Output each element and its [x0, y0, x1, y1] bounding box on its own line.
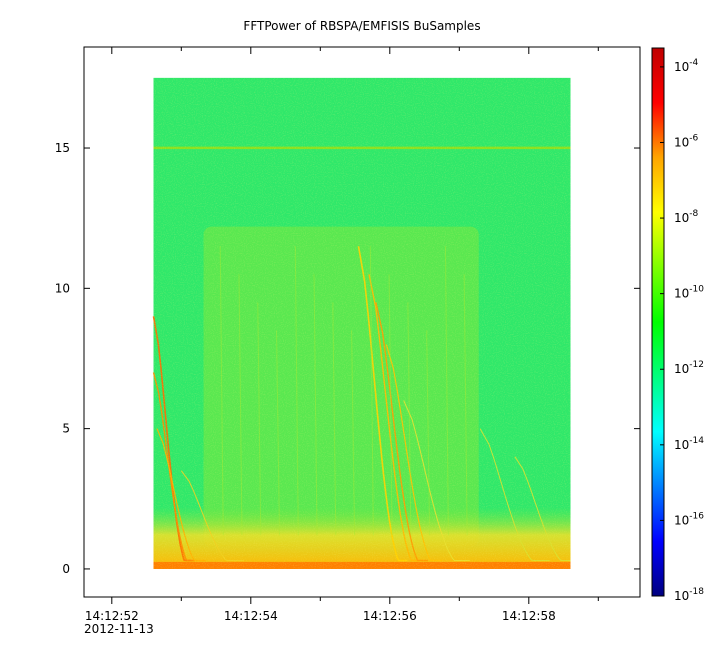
y-tick-label: 15 [55, 141, 70, 155]
colorbar-gradient [651, 47, 665, 597]
spectrogram-image [152, 77, 571, 569]
colorbar-tick-label: 10-12 [674, 360, 704, 376]
chart-title: FFTPower of RBSPA/EMFISIS BuSamples [243, 19, 480, 33]
colorbar-tick-label: 10-6 [674, 133, 699, 149]
y-tick-label: 0 [62, 562, 70, 576]
spectrogram-noise [153, 77, 571, 569]
x-tick-label: 14:12:52 [85, 609, 139, 623]
x-axis: 14:12:52 14:12:54 14:12:56 14:12:58 [85, 47, 599, 623]
x-tick-label: 14:12:54 [224, 609, 278, 623]
colorbar-tick-label: 10-18 [674, 587, 704, 603]
colorbar-tick-label: 10-8 [674, 209, 699, 225]
colorbar-tick-label: 10-16 [674, 511, 704, 527]
colorbar: 10-4 10-6 10-8 10-10 10-12 10-14 10-16 10-18 [651, 47, 704, 603]
y-tick-label: 10 [55, 281, 70, 295]
x-tick-label: 14:12:56 [363, 609, 417, 623]
colorbar-tick-label: 10-10 [674, 285, 704, 301]
colorbar-tick-label: 10-4 [674, 58, 699, 74]
x-tick-label: 14:12:58 [502, 609, 556, 623]
colorbar-tick-label: 10-14 [674, 436, 704, 452]
y-tick-label: 5 [62, 422, 70, 436]
y-axis: 0 5 10 15 [55, 141, 640, 576]
x-date-label: 2012-11-13 [84, 622, 154, 636]
